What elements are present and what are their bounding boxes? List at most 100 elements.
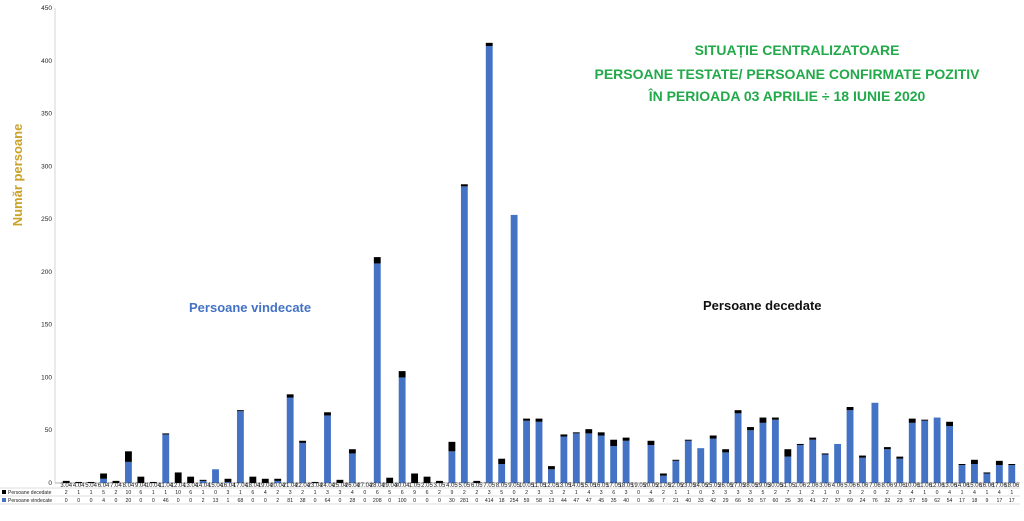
bar-vindecate	[908, 422, 916, 483]
table-value-decedate: 1	[799, 490, 802, 496]
bar-decedate	[523, 418, 530, 421]
bar-vindecate	[784, 456, 792, 483]
table-value-decedate: 1	[961, 490, 964, 496]
table-value-vindecate: 58	[536, 498, 542, 504]
bar-decedate	[821, 453, 829, 455]
bar-vindecate	[759, 422, 767, 483]
table-value-vindecate: 13	[549, 498, 555, 504]
bar-decedate	[311, 481, 319, 483]
bar-decedate	[535, 418, 543, 422]
bar-vindecate	[100, 478, 107, 483]
bar-decedate	[336, 479, 344, 483]
bar-decedate	[373, 257, 381, 264]
x-tick-label: 16.06	[979, 483, 995, 489]
bar-vindecate	[684, 440, 692, 483]
bar-vindecate	[971, 464, 978, 483]
x-tick-label: 9.06	[894, 483, 906, 489]
table-value-vindecate: 42	[710, 498, 716, 504]
x-tick-label: 30.04	[395, 483, 411, 489]
x-tick-label: 7.06	[869, 483, 881, 489]
bar-vindecate	[796, 445, 804, 483]
x-tick-label: 11.05	[532, 483, 547, 489]
x-tick-label: 26.04	[345, 483, 361, 489]
bar-decedate	[199, 479, 207, 481]
x-tick-label: 9.04	[135, 483, 147, 489]
bar-decedate	[249, 476, 257, 483]
bar-decedate	[162, 433, 170, 435]
bar-vindecate	[896, 458, 904, 483]
x-tick-label: 24.05	[693, 483, 709, 489]
bar-decedate	[62, 480, 70, 483]
bar-decedate	[423, 476, 431, 483]
bar-decedate	[883, 447, 891, 450]
table-value-decedate: 4	[587, 490, 590, 496]
table-value-decedate: 1	[575, 490, 578, 496]
bar-decedate	[436, 480, 443, 483]
bar-decedate	[1008, 464, 1016, 466]
table-value-decedate: 3	[849, 490, 852, 496]
table-value-decedate: 4	[948, 490, 951, 496]
table-value-decedate: 4	[998, 490, 1001, 496]
bar-decedate	[485, 42, 493, 46]
table-value-decedate: 9	[413, 490, 416, 496]
bar-vindecate	[622, 440, 630, 483]
x-tick-label: 12.06	[930, 483, 946, 489]
x-tick-label: 7.04	[110, 483, 122, 489]
table-value-vindecate: 414	[485, 498, 494, 504]
table-value-decedate: 3	[737, 490, 740, 496]
bar-decedate	[100, 473, 107, 479]
table-value-vindecate: 40	[685, 498, 691, 504]
x-tick-label: 24.04	[320, 483, 336, 489]
table-value-decedate: 1	[985, 490, 988, 496]
table-value-decedate: 0	[637, 490, 640, 496]
x-tick-label: 4.04	[73, 483, 85, 489]
table-value-decedate: 3	[712, 490, 715, 496]
table-value-vindecate: 2	[276, 498, 279, 504]
x-tick-label: 5.06	[844, 483, 856, 489]
table-value-vindecate: 4	[102, 498, 105, 504]
table-value-vindecate: 76	[872, 498, 878, 504]
table-value-vindecate: 54	[947, 498, 953, 504]
bar-decedate	[908, 418, 916, 423]
table-value-decedate: 1	[152, 490, 155, 496]
x-tick-label: 28.05	[743, 483, 759, 489]
x-tick-label: 17.04	[233, 483, 249, 489]
bar-decedate	[75, 481, 83, 483]
bar-decedate	[809, 437, 817, 440]
table-value-decedate: 4	[351, 490, 354, 496]
table-value-decedate: 1	[1010, 490, 1013, 496]
table-value-vindecate: 9	[985, 498, 988, 504]
bar-vindecate	[224, 481, 232, 483]
legend-key-decedate	[2, 490, 6, 494]
table-value-vindecate: 38	[300, 498, 306, 504]
x-tick-label: 16.04	[220, 483, 236, 489]
table-value-decedate: 2	[276, 490, 279, 496]
bar-vindecate	[871, 402, 879, 483]
bar-decedate	[659, 473, 667, 476]
table-value-decedate: 3	[749, 490, 752, 496]
x-tick-label: 25.04	[332, 483, 348, 489]
table-value-vindecate: 37	[835, 498, 841, 504]
x-tick-label: 12.04	[171, 483, 187, 489]
bar-decedate	[684, 439, 692, 441]
x-tick-label: 11.06	[917, 483, 932, 489]
table-value-decedate: 3	[227, 490, 230, 496]
bar-decedate	[274, 478, 282, 481]
bar-decedate	[348, 449, 356, 454]
table-value-vindecate: 20	[126, 498, 132, 504]
table-value-decedate: 2	[886, 490, 889, 496]
table-value-vindecate: 69	[847, 498, 853, 504]
x-tick-label: 13.05	[556, 483, 572, 489]
x-tick-label: 21.04	[283, 483, 299, 489]
bar-vindecate	[597, 435, 605, 483]
table-value-vindecate: 25	[785, 498, 791, 504]
table-value-decedate: 2	[438, 490, 441, 496]
y-axis-label: Număr persoane	[10, 124, 25, 227]
table-value-vindecate: 17	[959, 498, 965, 504]
table-value-vindecate: 1	[227, 498, 230, 504]
table-value-decedate: 3	[289, 490, 292, 496]
x-tick-label: 28.04	[370, 483, 386, 489]
bar-decedate	[87, 481, 95, 483]
x-tick-label: 3.05	[434, 483, 446, 489]
x-tick-label: 9.05	[508, 483, 520, 489]
